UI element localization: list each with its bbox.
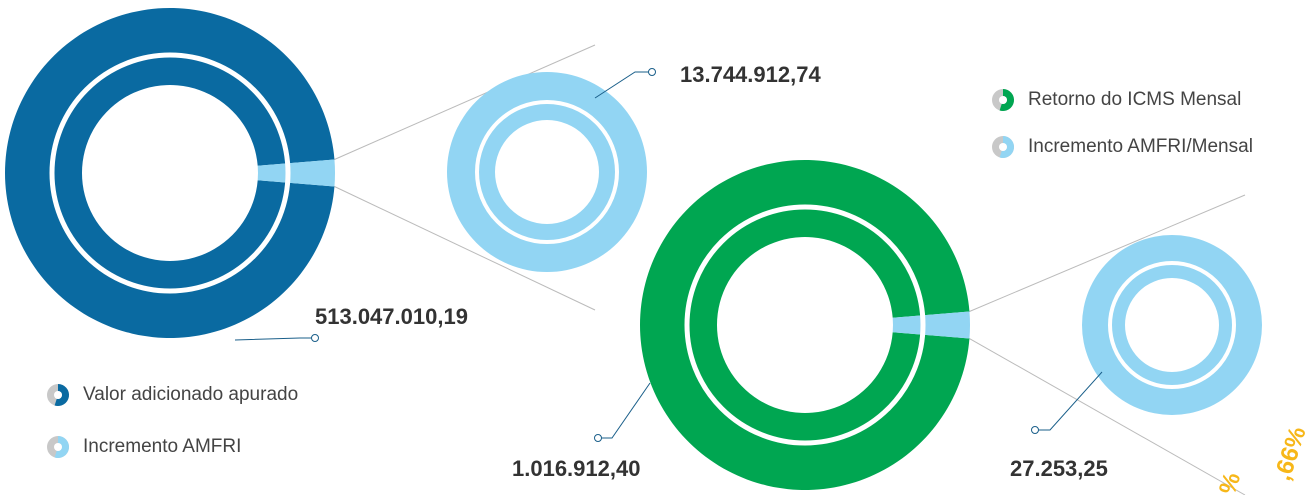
leader-line	[1035, 371, 1103, 431]
zoom-line	[969, 338, 1246, 495]
legend-icon	[54, 391, 62, 399]
value-label: 513.047.010,19	[315, 304, 468, 329]
leader-dot	[594, 434, 602, 442]
annotation: %	[1214, 469, 1246, 495]
legend-icon	[54, 383, 70, 406]
zoom-line	[334, 44, 596, 160]
value-label: 27.253,25	[1010, 456, 1108, 481]
legend-label: Valor adicionado apurado	[83, 384, 298, 405]
pie-slice	[892, 311, 971, 339]
legend-label: Retorno do ICMS Mensal	[1028, 89, 1241, 110]
leader-line	[598, 382, 651, 439]
leader-line	[234, 337, 315, 341]
separator-ring	[49, 52, 291, 294]
legend-label: Incremento AMFRI	[83, 436, 241, 457]
separator-ring	[684, 204, 926, 446]
leader-dot	[648, 68, 656, 76]
legend-icon	[999, 136, 1015, 159]
leader-dot	[1031, 426, 1039, 434]
legend-label: Incremento AMFRI/Mensal	[1028, 136, 1253, 157]
separator-ring	[1108, 261, 1236, 389]
pie-slice	[257, 159, 336, 187]
legend-icon	[999, 143, 1007, 151]
separator-ring	[475, 100, 619, 244]
zoom-line	[969, 194, 1246, 312]
legend-icon	[999, 89, 1015, 112]
annotation: ,66%	[1269, 423, 1309, 483]
leader-dot	[311, 334, 319, 342]
value-label: 1.016.912,40	[512, 456, 640, 481]
legend-icon	[999, 96, 1007, 104]
legend-icon	[54, 443, 62, 451]
legend-icon	[54, 436, 70, 458]
zoom-line	[334, 186, 596, 311]
value-label: 13.744.912,74	[680, 62, 821, 87]
leader-line	[594, 71, 652, 99]
